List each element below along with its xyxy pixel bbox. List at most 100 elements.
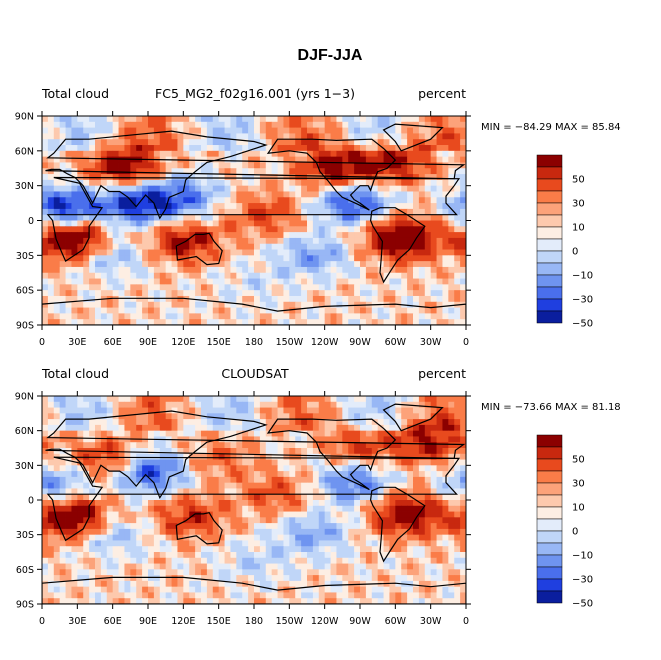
heatmap-cell (218, 436, 225, 443)
heatmap-cell (142, 197, 149, 204)
heatmap-cell (83, 156, 90, 163)
heatmap-cell (77, 139, 84, 146)
heatmap-cell (265, 442, 273, 449)
heatmap-cell (307, 301, 314, 308)
heatmap-cell (236, 266, 243, 274)
heatmap-cell (77, 133, 84, 140)
heatmap-cell (330, 407, 337, 414)
heatmap-cell (436, 301, 443, 308)
heatmap-cell (83, 540, 90, 547)
heatmap-cell (448, 528, 455, 536)
heatmap-cell (312, 453, 320, 460)
heatmap-cell (265, 563, 273, 570)
heatmap-cell (289, 482, 296, 489)
heatmap-cell (77, 319, 84, 325)
heatmap-cell (236, 197, 243, 204)
heatmap-cell (112, 511, 119, 518)
heatmap-cell (136, 396, 143, 403)
heatmap-cell (365, 127, 373, 134)
heatmap-cell (236, 419, 243, 426)
heatmap-cell (271, 272, 278, 279)
heatmap-cell (448, 121, 455, 129)
heatmap-cell (212, 139, 220, 146)
heatmap-cell (124, 319, 131, 325)
heatmap-cell (413, 255, 420, 262)
heatmap-cell (442, 442, 449, 449)
heatmap-cell (348, 139, 355, 146)
heatmap-cell (124, 139, 131, 146)
heatmap-cell (71, 208, 78, 216)
heatmap-cell (59, 133, 66, 140)
heatmap-cell (430, 442, 437, 449)
heatmap-cell (295, 453, 302, 460)
heatmap-cell (183, 150, 190, 158)
heatmap-cell (413, 226, 420, 233)
heatmap-cell (53, 511, 61, 518)
heatmap-cell (71, 471, 78, 478)
heatmap-cell (106, 407, 114, 414)
heatmap-cell (407, 569, 414, 576)
heatmap-cell (124, 465, 131, 472)
heatmap-cell (53, 569, 61, 576)
heatmap-cell (277, 569, 284, 576)
heatmap-cell (83, 272, 90, 279)
heatmap-cell (42, 168, 49, 175)
heatmap-cell (77, 197, 84, 204)
heatmap-cell (330, 517, 337, 524)
heatmap-cell (354, 413, 361, 420)
heatmap-cell (460, 552, 466, 559)
heatmap-cell (371, 482, 379, 489)
heatmap-cell (212, 179, 220, 187)
heatmap-cell (401, 534, 408, 541)
heatmap-cell (95, 116, 102, 123)
heatmap-cell (318, 413, 326, 420)
heatmap-cell (342, 261, 349, 268)
heatmap-cell (118, 488, 125, 495)
heatmap-cell (413, 505, 420, 512)
heatmap-cell (330, 471, 337, 478)
heatmap-cell (430, 407, 437, 414)
heatmap-cell (424, 569, 432, 576)
heatmap-cell (442, 191, 449, 198)
heatmap-cell (312, 255, 320, 262)
heatmap-cell (265, 448, 273, 455)
heatmap-field (42, 116, 466, 325)
heatmap-cell (236, 127, 243, 134)
heatmap-cell (224, 430, 231, 437)
heatmap-cell (53, 528, 61, 536)
heatmap-cell (430, 226, 437, 233)
heatmap-cell (277, 528, 284, 536)
heatmap-cell (77, 272, 84, 279)
heatmap-cell (248, 185, 255, 192)
heatmap-cell (336, 261, 343, 268)
heatmap-cell (289, 424, 296, 432)
heatmap-cell (289, 174, 296, 181)
heatmap-cell (277, 133, 284, 140)
colorbar-swatch (536, 274, 563, 288)
heatmap-cell (106, 156, 114, 163)
heatmap-cell (295, 226, 302, 233)
heatmap-cell (259, 174, 267, 181)
heatmap-cell (136, 255, 143, 262)
heatmap-cell (136, 203, 143, 210)
heatmap-cell (271, 156, 278, 163)
heatmap-cell (254, 471, 261, 478)
heatmap-cell (142, 266, 149, 274)
heatmap-cell (265, 243, 273, 250)
heatmap-cell (448, 436, 455, 443)
heatmap-cell (112, 569, 119, 576)
heatmap-cell (130, 563, 137, 570)
heatmap-cell (330, 430, 337, 437)
heatmap-cell (271, 511, 278, 518)
heatmap-cell (430, 569, 437, 576)
heatmap-cell (65, 511, 72, 518)
heatmap-cell (336, 266, 343, 274)
heatmap-cell (413, 162, 420, 169)
heatmap-cell (201, 569, 208, 576)
heatmap-cell (377, 505, 384, 512)
heatmap-cell (106, 430, 114, 437)
heatmap-cell (448, 179, 455, 187)
heatmap-cell (77, 430, 84, 437)
heatmap-cell (271, 133, 278, 140)
heatmap-cell (354, 121, 361, 129)
